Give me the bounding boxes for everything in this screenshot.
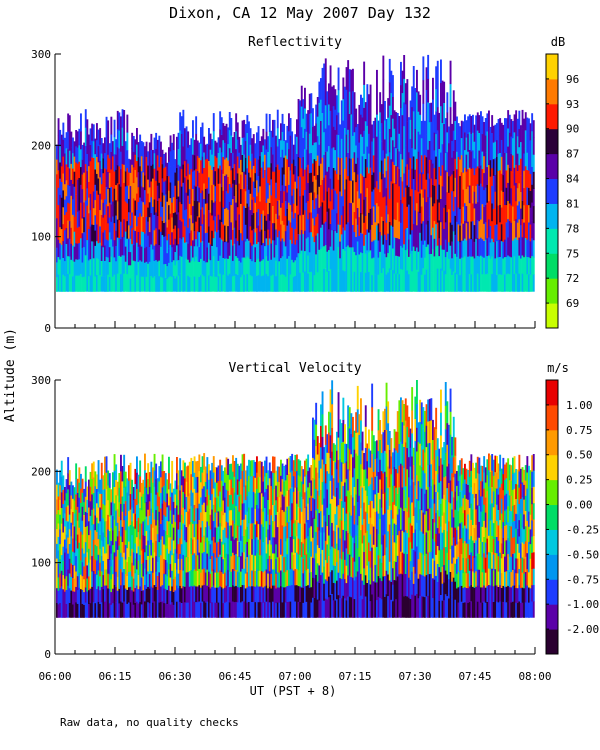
- x-tick-label: 08:00: [518, 670, 551, 683]
- x-tick-label: 07:45: [458, 670, 491, 683]
- x-tick-label: 06:15: [98, 670, 131, 683]
- colorbar-label: 78: [566, 222, 579, 235]
- colorbar-label: -2.00: [566, 623, 599, 636]
- x-axis-label: UT (PST + 8): [250, 684, 337, 698]
- colorbar: -2.00 -1.00 -0.75 -0.50 -0.25 0.00 0.25 0.50 0.7…: [545, 361, 599, 655]
- y-tick-label: 300: [31, 374, 51, 387]
- panel-title: Vertical Velocity: [228, 361, 361, 376]
- heatmap: [56, 54, 535, 292]
- colorbar-cell: [546, 253, 558, 279]
- colorbar-cell: [546, 203, 558, 229]
- colorbar-label: 93: [566, 98, 579, 111]
- colorbar-label: 0.25: [566, 474, 593, 487]
- y-tick-label: 100: [31, 557, 51, 570]
- x-tick-label: 06:45: [218, 670, 251, 683]
- y-tick-label: 200: [31, 139, 51, 152]
- y-tick-label: 200: [31, 465, 51, 478]
- colorbar: 69 72 75 78 81 84 87 90 93 96 dB: [545, 35, 580, 329]
- reflectivity-panel: Reflectivity 0 100 200 300 69 72 75 78 81 84 87 90 93…: [31, 35, 579, 335]
- colorbar-cell: [546, 303, 558, 329]
- colorbar-cell: [546, 529, 558, 555]
- colorbar-cell: [546, 380, 558, 406]
- colorbar-label: -0.25: [566, 523, 599, 536]
- colorbar-cell: [546, 579, 558, 605]
- x-tick-label: 06:00: [38, 670, 71, 683]
- colorbar-label: -1.00: [566, 598, 599, 611]
- x-tick-label: 06:30: [158, 670, 191, 683]
- colorbar-cell: [546, 228, 558, 254]
- x-tick-label: 07:15: [338, 670, 371, 683]
- x-tick-label: 07:00: [278, 670, 311, 683]
- colorbar-cell: [546, 153, 558, 180]
- colorbar-cell: [546, 103, 558, 130]
- colorbar-cell: [546, 504, 558, 530]
- colorbar-cell: [546, 429, 558, 456]
- colorbar-label: 90: [566, 123, 579, 136]
- colorbar-cell: [546, 78, 558, 105]
- colorbar-cell: [546, 404, 558, 431]
- colorbar-label: -0.50: [566, 548, 599, 561]
- colorbar-unit: dB: [551, 35, 565, 49]
- colorbar-label: 0.50: [566, 449, 593, 462]
- colorbar-cell: [546, 454, 558, 481]
- colorbar-frame: [545, 379, 559, 655]
- colorbar-cell: [546, 554, 558, 580]
- colorbar-frame: [545, 53, 559, 329]
- colorbar-cell: [546, 128, 558, 155]
- vertical-velocity-panel: Vertical Velocity 0 100 200 300 06:00 06:15 06:…: [31, 361, 599, 683]
- colorbar-cell: [546, 604, 558, 630]
- colorbar-label: 75: [566, 247, 579, 260]
- y-tick-label: 300: [31, 48, 51, 61]
- shared-y-axis-label: Altitude (m): [3, 328, 18, 422]
- colorbar-label: 84: [566, 173, 580, 186]
- colorbar-label: 81: [566, 197, 579, 210]
- panel-title: Reflectivity: [248, 35, 342, 50]
- y-tick-label: 100: [31, 231, 51, 244]
- heatmap: [56, 380, 535, 618]
- y-tick-label: 0: [44, 322, 51, 335]
- colorbar-cell: [546, 278, 558, 304]
- colorbar-label: 96: [566, 73, 579, 86]
- colorbar-cell: [546, 479, 558, 506]
- colorbar-label: 0.00: [566, 499, 593, 512]
- colorbar-cell: [546, 629, 558, 655]
- figure-title: Dixon, CA 12 May 2007 Day 132: [169, 4, 431, 22]
- colorbar-cell: [546, 178, 558, 204]
- footnote: Raw data, no quality checks: [60, 716, 239, 729]
- colorbar-label: 69: [566, 297, 579, 310]
- colorbar-label: 0.75: [566, 424, 593, 437]
- y-tick-label: 0: [44, 648, 51, 661]
- x-tick-label: 07:30: [398, 670, 431, 683]
- colorbar-label: 72: [566, 272, 579, 285]
- colorbar-cell: [546, 54, 558, 80]
- colorbar-label: 1.00: [566, 399, 593, 412]
- colorbar-unit: m/s: [547, 361, 569, 375]
- colorbar-label: 87: [566, 148, 579, 161]
- colorbar-label: -0.75: [566, 573, 599, 586]
